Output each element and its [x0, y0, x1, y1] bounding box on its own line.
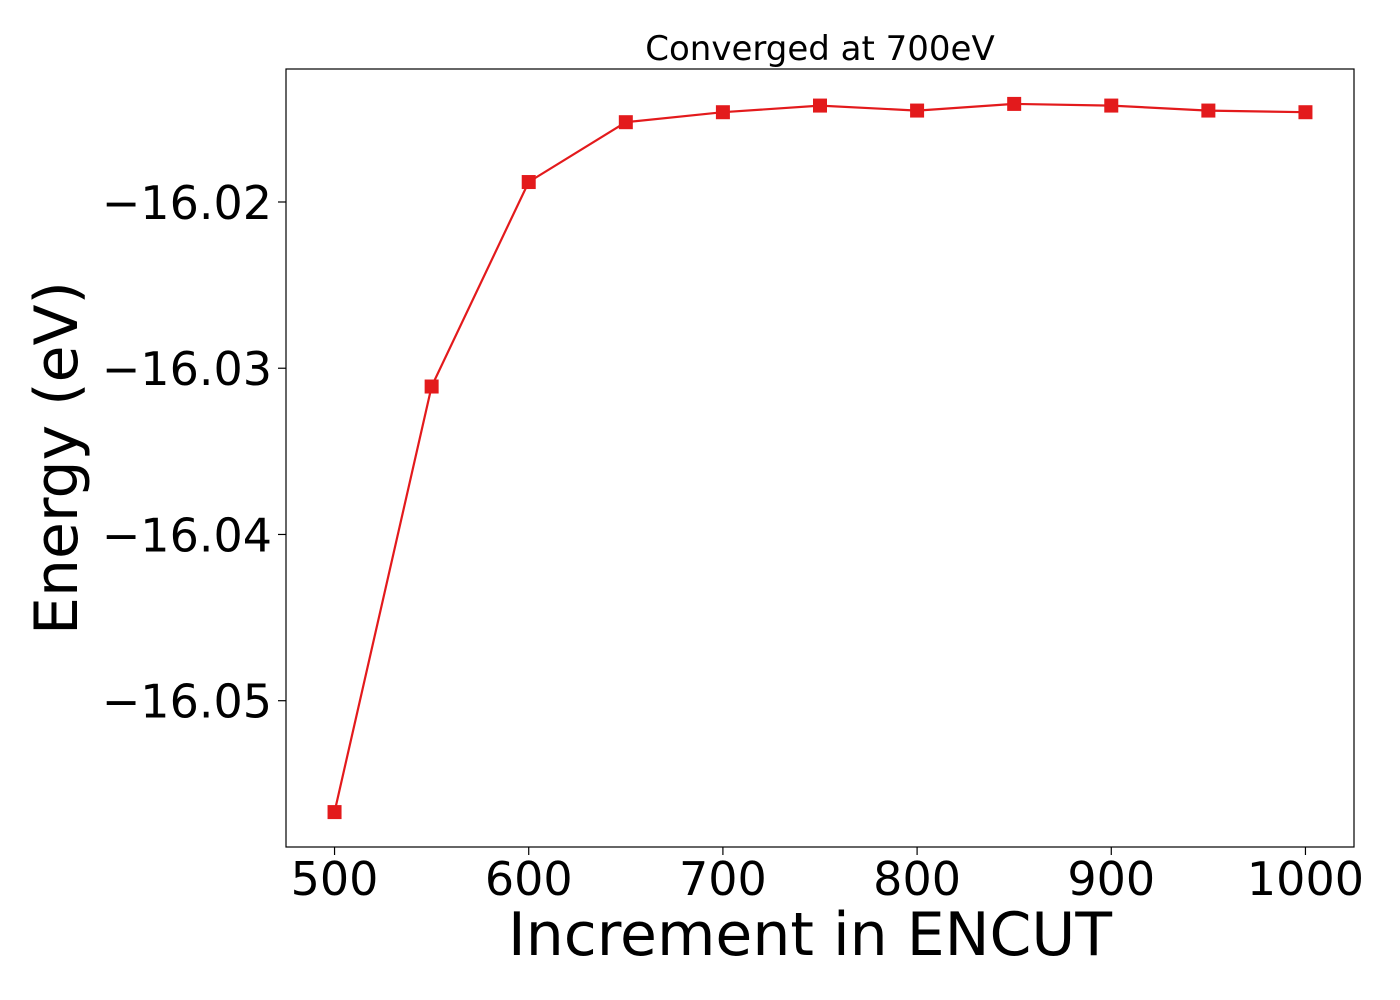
data-point: [1007, 96, 1022, 111]
data-point: [521, 175, 536, 190]
x-tick-label: 500: [291, 852, 379, 906]
y-axis-ticks: −16.02 −16.03 −16.04 −16.05: [102, 176, 286, 729]
x-tick-label: 700: [679, 852, 767, 906]
series-line: [333, 102, 1306, 813]
data-point: [813, 98, 827, 113]
y-axis-label: Energy (eV): [22, 281, 92, 635]
x-tick-label: 1000: [1247, 852, 1364, 906]
y-tick-label: −16.03: [102, 342, 272, 396]
data-point: [910, 103, 925, 118]
y-tick-label: −16.05: [102, 675, 272, 729]
x-tick-label: 800: [873, 852, 961, 906]
data-point: [1104, 98, 1119, 113]
data-point: [618, 115, 633, 130]
series-group: [327, 96, 1313, 820]
x-axis-label: Increment in ENCUT: [508, 900, 1112, 970]
plot-frame: [285, 68, 1355, 848]
data-point: [424, 379, 439, 394]
x-axis-ticks: 500 600 700 800 900 1000: [291, 847, 1364, 906]
x-tick-label: 900: [1067, 852, 1155, 906]
y-tick-label: −16.04: [102, 508, 272, 562]
data-point: [715, 105, 730, 120]
data-point: [1201, 103, 1216, 118]
x-tick-label: 600: [485, 852, 573, 906]
y-tick-label: −16.02: [102, 176, 272, 230]
chart-title: Converged at 700eV: [645, 29, 994, 69]
data-point: [327, 805, 342, 820]
data-point: [1298, 105, 1313, 120]
